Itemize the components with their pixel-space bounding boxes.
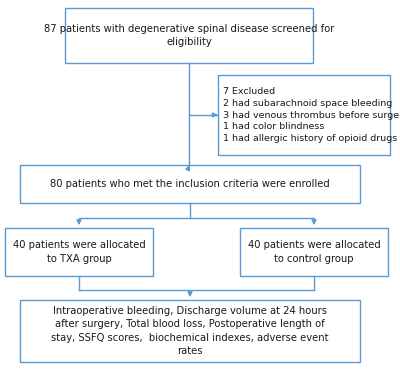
Text: 80 patients who met the inclusion criteria were enrolled: 80 patients who met the inclusion criter… xyxy=(50,179,330,189)
Text: 7 Excluded
2 had subarachnoid space bleeding
3 had venous thrombus before surger: 7 Excluded 2 had subarachnoid space blee… xyxy=(223,87,400,143)
Text: 87 patients with degenerative spinal disease screened for
eligibility: 87 patients with degenerative spinal dis… xyxy=(44,24,334,47)
Bar xyxy=(5,228,153,276)
Bar xyxy=(218,75,390,155)
Text: 40 patients were allocated
to TXA group: 40 patients were allocated to TXA group xyxy=(13,240,145,263)
Bar xyxy=(240,228,388,276)
Bar xyxy=(65,8,313,63)
Bar xyxy=(20,300,360,362)
Text: 40 patients were allocated
to control group: 40 patients were allocated to control gr… xyxy=(248,240,380,263)
Text: Intraoperative bleeding, Discharge volume at 24 hours
after surgery, Total blood: Intraoperative bleeding, Discharge volum… xyxy=(51,306,329,356)
Bar xyxy=(20,165,360,203)
